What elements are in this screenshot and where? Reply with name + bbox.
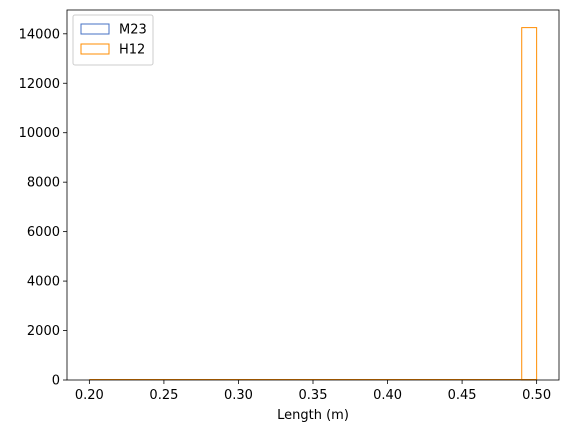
y-tick-label: 10000 (19, 126, 60, 141)
y-axis-ticks: 0 2000 4000 6000 8000 10000 12000 14000 (19, 27, 67, 389)
x-tick-label: 0.40 (373, 388, 402, 403)
y-tick-label: 8000 (27, 176, 60, 191)
x-tick-label: 0.35 (299, 388, 328, 403)
x-axis-label: Length (m) (277, 408, 349, 423)
legend-entry-m23: M23 (80, 23, 147, 38)
x-axis-ticks: 0.20 0.25 0.30 0.35 0.40 0.45 0.50 (75, 380, 551, 403)
x-tick-label: 0.30 (224, 388, 253, 403)
legend-entry-h12: H12 (80, 43, 145, 58)
legend-swatch (80, 23, 110, 35)
legend-swatch (80, 43, 110, 55)
x-tick-label: 0.25 (149, 388, 178, 403)
x-tick-label: 0.50 (522, 388, 551, 403)
legend-label: M23 (119, 23, 147, 38)
y-tick-label: 14000 (19, 27, 60, 42)
y-tick-label: 6000 (27, 225, 60, 240)
y-tick-label: 12000 (19, 77, 60, 92)
y-tick-label: 4000 (27, 275, 60, 290)
legend-label: H12 (119, 43, 145, 58)
y-tick-label: 0 (52, 374, 60, 389)
legend-box (72, 14, 154, 66)
y-tick-label: 2000 (27, 324, 60, 339)
x-tick-label: 0.45 (448, 388, 477, 403)
x-tick-label: 0.20 (75, 388, 104, 403)
